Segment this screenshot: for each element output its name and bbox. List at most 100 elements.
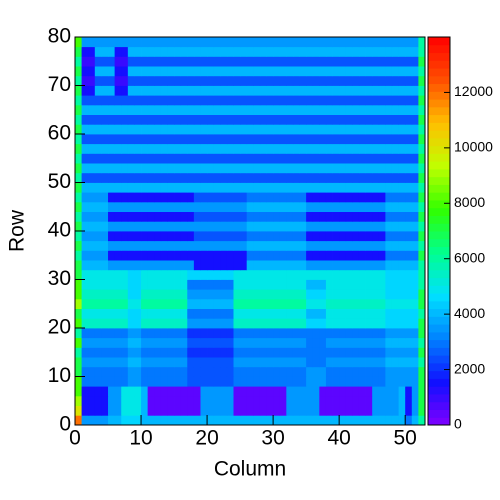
cell — [246, 201, 254, 212]
cell — [372, 104, 380, 115]
cell — [378, 46, 386, 57]
cell — [121, 143, 129, 154]
cell — [213, 66, 221, 77]
cell — [312, 269, 320, 280]
cell — [299, 85, 307, 96]
cell — [273, 85, 281, 96]
cell — [101, 134, 109, 145]
cell — [398, 298, 406, 309]
cell — [391, 289, 399, 300]
cell — [180, 366, 188, 377]
cell — [167, 240, 175, 251]
cell — [286, 240, 294, 251]
cell — [405, 134, 413, 145]
cell — [246, 114, 254, 125]
cell — [160, 37, 168, 48]
cell — [273, 337, 281, 348]
cell — [339, 182, 347, 193]
cell — [319, 240, 327, 251]
cell — [240, 328, 248, 339]
cell — [147, 260, 155, 271]
cell — [292, 405, 300, 416]
cell — [352, 134, 360, 145]
cell — [306, 182, 314, 193]
cell — [345, 143, 353, 154]
cell — [193, 182, 201, 193]
cell — [226, 114, 234, 125]
cell — [378, 66, 386, 77]
cell — [101, 289, 109, 300]
cell — [312, 172, 320, 183]
cell — [213, 240, 221, 251]
cell — [286, 124, 294, 135]
cell — [299, 114, 307, 125]
cell — [358, 250, 366, 261]
cell — [259, 298, 267, 309]
cell — [398, 328, 406, 339]
cell — [279, 337, 287, 348]
cell — [134, 269, 142, 280]
cell — [101, 182, 109, 193]
z-tick-label: 10000 — [454, 139, 493, 155]
cell — [398, 56, 406, 67]
cell — [299, 95, 307, 106]
cell — [233, 405, 241, 416]
cell — [279, 163, 287, 174]
cell — [378, 318, 386, 329]
cell — [319, 415, 327, 426]
cell — [240, 143, 248, 154]
cell — [332, 221, 340, 232]
cell — [246, 46, 254, 57]
cell — [75, 289, 83, 300]
cell — [220, 172, 228, 183]
cell — [279, 75, 287, 86]
y-axis-title: Row — [6, 209, 29, 252]
cell — [372, 318, 380, 329]
cell — [193, 134, 201, 145]
cell — [365, 318, 373, 329]
cell — [299, 386, 307, 397]
cell — [358, 56, 366, 67]
cell — [345, 318, 353, 329]
cell — [266, 386, 274, 397]
cell — [405, 318, 413, 329]
cell — [332, 405, 340, 416]
cell — [101, 163, 109, 174]
cell — [160, 124, 168, 135]
cell — [312, 153, 320, 164]
cell — [134, 376, 142, 387]
cell — [160, 182, 168, 193]
cell — [306, 114, 314, 125]
cell — [332, 279, 340, 290]
cell — [154, 211, 162, 222]
cell — [372, 376, 380, 387]
cell — [88, 269, 96, 280]
cell — [332, 37, 340, 48]
cell — [226, 172, 234, 183]
cell — [94, 405, 102, 416]
cell — [233, 347, 241, 358]
cell — [233, 395, 241, 406]
cell — [378, 201, 386, 212]
cell — [345, 269, 353, 280]
cell — [405, 37, 413, 48]
cell — [292, 395, 300, 406]
cell — [213, 75, 221, 86]
cell — [220, 357, 228, 368]
cell — [141, 182, 149, 193]
cell — [226, 46, 234, 57]
cell — [345, 66, 353, 77]
cell — [141, 124, 149, 135]
cell — [352, 66, 360, 77]
cell — [405, 66, 413, 77]
cell — [259, 124, 267, 135]
cell — [207, 231, 215, 242]
cell — [299, 395, 307, 406]
cell — [398, 37, 406, 48]
cell — [339, 221, 347, 232]
cell — [200, 134, 208, 145]
cell — [372, 231, 380, 242]
cell — [94, 231, 102, 242]
cell — [352, 328, 360, 339]
cell — [372, 211, 380, 222]
